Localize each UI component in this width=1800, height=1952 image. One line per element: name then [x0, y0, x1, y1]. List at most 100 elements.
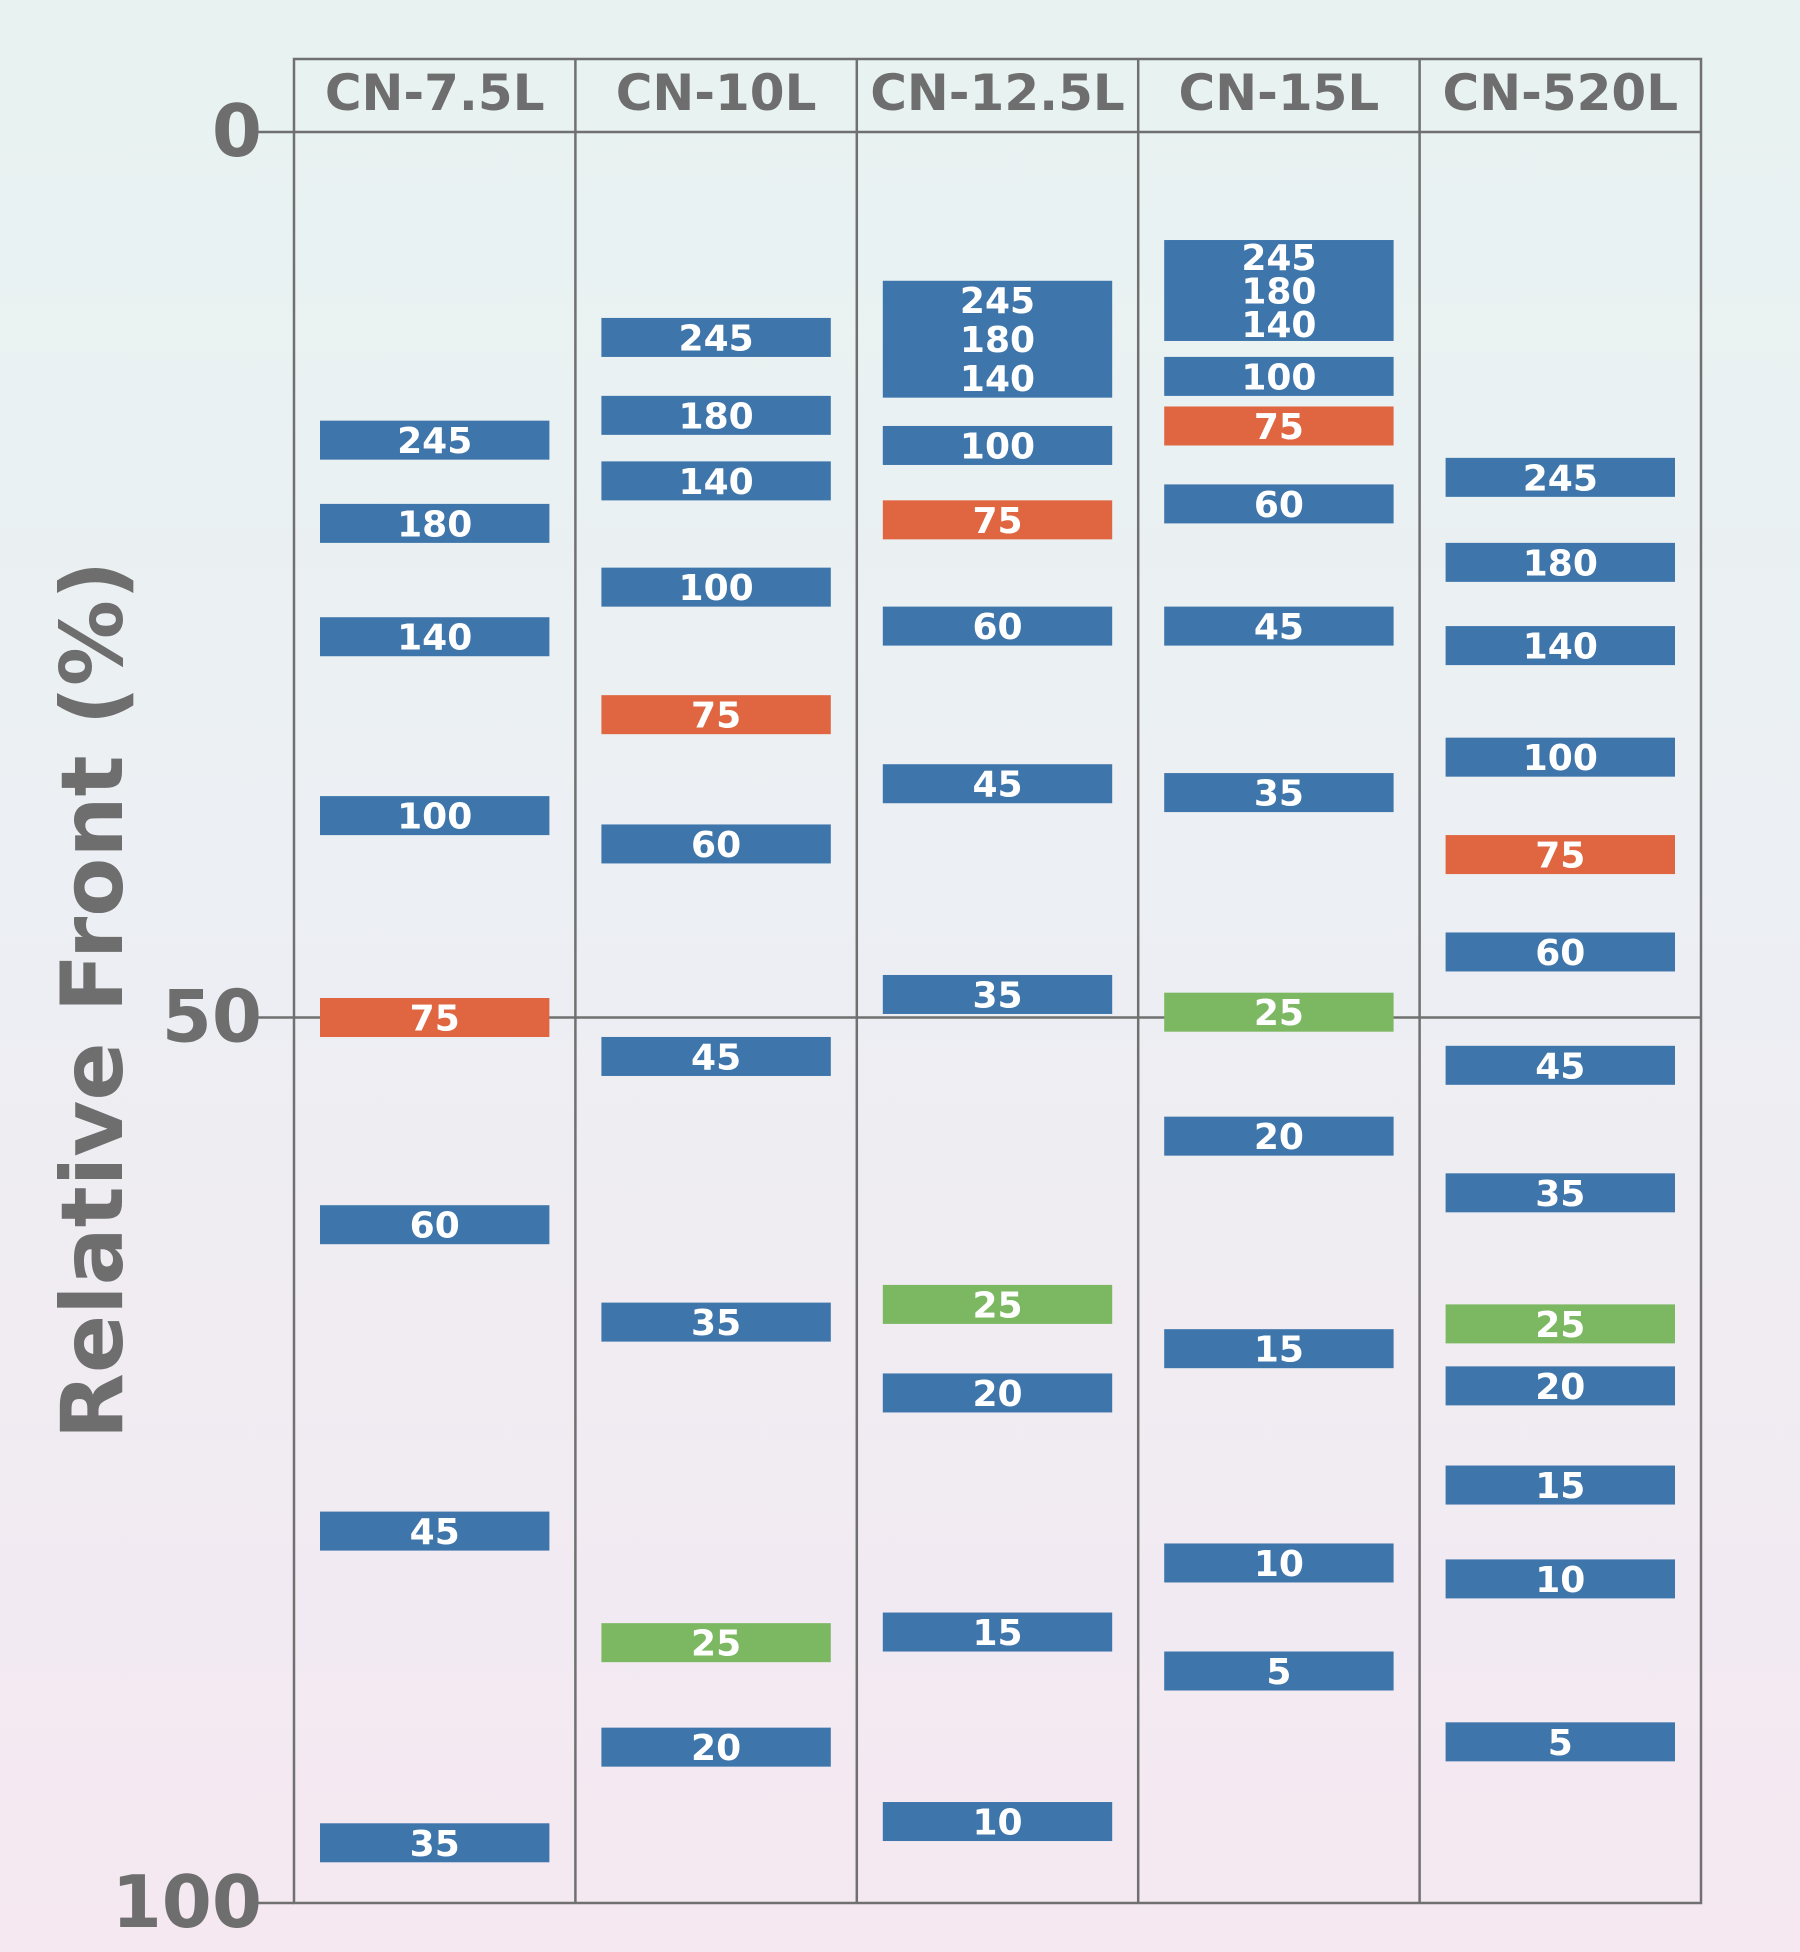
band-label: 10: [1254, 1544, 1304, 1585]
band-245: [1445, 457, 1675, 497]
band-label: 35: [691, 1303, 741, 1344]
band-label: 60: [1254, 485, 1304, 526]
band-20: [882, 1373, 1113, 1413]
band-group: [1164, 240, 1394, 341]
band-label: 5: [1266, 1652, 1291, 1693]
band-label: 5: [1548, 1723, 1573, 1764]
band-label: 20: [972, 1374, 1022, 1415]
band-75: [1164, 406, 1394, 446]
band-label: 100: [397, 797, 472, 838]
column-header: CN-10L: [616, 64, 817, 122]
band-label: 140: [679, 462, 754, 503]
band-label: 100: [1523, 738, 1598, 779]
column-header: CN-15L: [1179, 64, 1380, 122]
band-label: 35: [972, 975, 1022, 1016]
band-label: 140: [960, 359, 1035, 400]
band-25: [1445, 1304, 1675, 1344]
band-10: [1164, 1543, 1394, 1583]
band-45: [1164, 606, 1394, 646]
band-35: [320, 1823, 550, 1863]
band-label: 35: [1535, 1174, 1585, 1215]
band-35: [1164, 773, 1394, 813]
band-20: [1164, 1116, 1394, 1156]
y-tick-label: 100: [112, 1860, 262, 1944]
column-header: CN-7.5L: [325, 64, 545, 122]
band-45: [1445, 1045, 1675, 1085]
band-label: 20: [1535, 1367, 1585, 1408]
band-label: 15: [1535, 1466, 1585, 1507]
band-180: [601, 395, 831, 435]
y-tick-label: 50: [162, 975, 262, 1059]
band-15: [882, 1612, 1113, 1652]
band-label: 140: [1241, 305, 1316, 346]
band-label: 75: [1254, 407, 1304, 448]
band-label: 45: [972, 765, 1022, 806]
band-20: [1445, 1366, 1675, 1406]
band-label: 25: [1535, 1305, 1585, 1346]
frame-border: [292, 57, 1703, 1905]
column-header: CN-12.5L: [870, 64, 1125, 122]
band-5: [1164, 1651, 1394, 1691]
band-15: [1164, 1329, 1394, 1369]
band-label: 245: [397, 421, 472, 462]
band-label: 35: [410, 1824, 460, 1865]
band-140: [320, 617, 550, 657]
band-60: [882, 606, 1113, 646]
band-group: [882, 280, 1113, 398]
band-20: [601, 1727, 831, 1767]
band-45: [320, 1511, 550, 1551]
band-label: 10: [1535, 1560, 1585, 1601]
band-75: [1445, 835, 1675, 875]
column-header: CN-520L: [1443, 64, 1679, 122]
band-label: 35: [1254, 774, 1304, 815]
band-60: [601, 824, 831, 864]
band-label: 45: [1254, 607, 1304, 648]
band-100: [882, 425, 1113, 465]
band-label: 180: [397, 504, 472, 545]
band-label: 245: [960, 281, 1035, 322]
band-180: [320, 503, 550, 543]
band-label: 180: [679, 396, 754, 437]
band-180: [1445, 542, 1675, 582]
band-60: [320, 1205, 550, 1245]
band-label: 245: [679, 318, 754, 359]
band-35: [1445, 1173, 1675, 1213]
bands: 2451801401007560453524518014010075604535…: [320, 238, 1675, 1865]
band-label: 15: [1254, 1330, 1304, 1371]
band-label: 25: [1254, 993, 1304, 1034]
band-label: 100: [1241, 357, 1316, 398]
band-label: 15: [972, 1613, 1022, 1654]
band-75: [320, 998, 550, 1037]
band-label: 60: [691, 825, 741, 866]
band-15: [1445, 1465, 1675, 1505]
band-label: 180: [1241, 272, 1316, 313]
band-35: [601, 1302, 831, 1342]
band-60: [1445, 932, 1675, 972]
band-label: 245: [1241, 238, 1316, 279]
band-35: [882, 974, 1113, 1014]
band-10: [882, 1802, 1113, 1842]
band-25: [1164, 992, 1394, 1032]
band-25: [601, 1623, 831, 1663]
band-245: [320, 420, 550, 460]
band-label: 75: [410, 999, 460, 1040]
band-label: 45: [691, 1037, 741, 1078]
band-label: 60: [410, 1206, 460, 1247]
band-label: 180: [960, 320, 1035, 361]
band-25: [882, 1284, 1113, 1324]
band-label: 75: [972, 501, 1022, 542]
band-label: 75: [691, 696, 741, 737]
band-45: [601, 1036, 831, 1076]
band-75: [601, 695, 831, 735]
y-tick-label: 0: [212, 89, 262, 173]
band-label: 10: [972, 1803, 1022, 1844]
band-60: [1164, 484, 1394, 524]
band-45: [882, 764, 1113, 804]
y-axis: Relative Front (%) 0 50 100: [43, 89, 294, 1944]
band-label: 25: [691, 1624, 741, 1665]
band-label: 180: [1523, 543, 1598, 584]
band-label: 45: [1535, 1046, 1585, 1087]
band-label: 20: [691, 1728, 741, 1769]
band-100: [1164, 356, 1394, 396]
